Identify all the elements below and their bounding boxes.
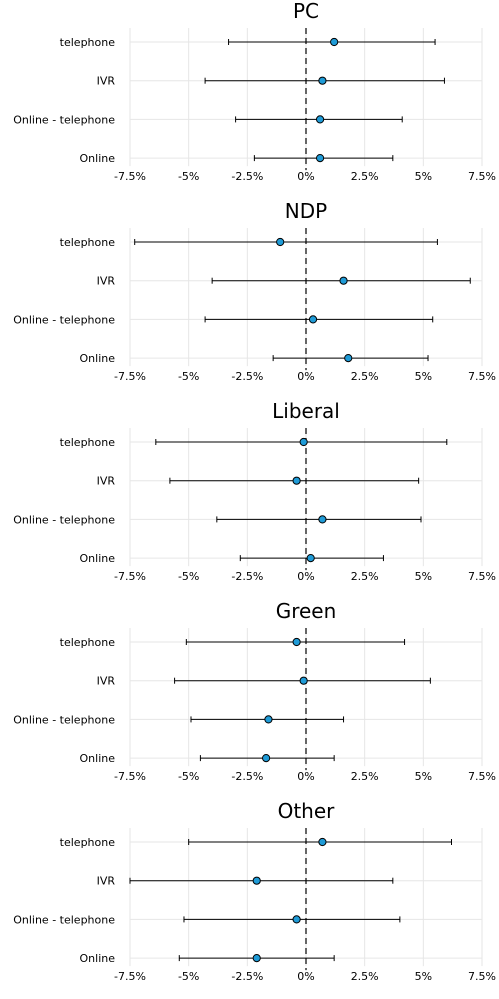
panel-ndp: NDP telephone IVR Online - telephone Online -… [13,199,496,383]
x-tick-label: -5% [178,170,199,183]
x-tick-label: 0% [297,970,314,983]
estimate-point [264,715,273,724]
y-tick-label: Online [80,952,116,965]
estimate-point [276,237,285,247]
y-tick-label: Online - telephone [13,313,115,326]
estimate-point [315,115,325,124]
panel-title: Green [276,599,337,623]
estimate-point [299,676,308,685]
estimate-point [252,876,261,885]
panel-liberal: Liberal telephone IVR Online - telephone Onl… [13,399,496,583]
y-tick-label: IVR [97,675,116,688]
x-tick-label: -5% [178,970,199,983]
estimate-point [344,354,353,363]
estimate-point [318,76,327,85]
y-tick-label: Online - telephone [13,113,115,126]
x-tick-label: 7.5% [468,170,496,183]
estimate-point [306,554,315,563]
panel-title: Liberal [272,399,340,423]
x-tick-label: -2.5% [231,570,263,583]
y-tick-label: Online - telephone [13,513,115,526]
x-tick-label: -7.5% [114,170,146,183]
y-tick-label: Online [80,552,116,565]
estimate-point [330,37,339,47]
y-tick-label: Online - telephone [13,713,115,726]
x-tick-label: 0% [297,770,314,783]
y-tick-label: IVR [97,875,116,888]
estimate-point [315,154,325,163]
panel-other: Other telephone IVR Online - telephone Onlin… [13,799,496,983]
y-tick-label: telephone [60,636,116,649]
x-tick-label: 5% [415,370,432,383]
x-tick-label: 0% [297,370,314,383]
x-tick-label: 7.5% [468,970,496,983]
y-tick-label: IVR [97,475,116,488]
x-tick-label: -7.5% [114,370,146,383]
estimate-point [292,476,301,485]
y-tick-label: Online [80,752,116,765]
y-tick-label: IVR [97,275,116,288]
x-tick-label: -7.5% [114,770,146,783]
x-tick-label: 2.5% [351,970,379,983]
x-tick-label: 5% [415,570,432,583]
y-tick-label: Online [80,152,116,165]
x-tick-label: -2.5% [231,370,263,383]
estimate-point [262,754,271,763]
x-tick-label: 7.5% [468,570,496,583]
y-tick-label: Online [80,352,116,365]
estimate-point [339,276,348,285]
y-tick-label: telephone [60,436,116,449]
panel-title: Other [278,799,336,823]
x-tick-label: 2.5% [351,570,379,583]
estimate-point [299,437,308,447]
panel-title: NDP [285,199,327,223]
x-tick-label: 2.5% [351,370,379,383]
x-tick-label: 7.5% [468,370,496,383]
y-tick-label: Online - telephone [13,913,115,926]
x-tick-label: 5% [415,770,432,783]
panel-title: PC [293,0,319,23]
y-tick-label: telephone [60,836,116,849]
x-tick-label: -5% [178,770,199,783]
y-tick-label: IVR [97,75,116,88]
x-tick-label: -5% [178,370,199,383]
panel-pc: PC telephone IVR Online - telephone Online -7… [13,0,496,183]
x-tick-label: -7.5% [114,970,146,983]
x-tick-label: 5% [415,970,432,983]
x-tick-label: -2.5% [231,970,263,983]
estimate-point [252,954,261,963]
x-tick-label: 0% [297,570,314,583]
y-tick-label: telephone [60,236,116,249]
x-tick-label: -7.5% [114,570,146,583]
estimate-point [292,915,301,924]
x-tick-label: -2.5% [231,170,263,183]
x-tick-label: -2.5% [231,770,263,783]
estimate-point [318,515,327,524]
panel-green: Green telephone IVR Online - telephone Onlin… [13,599,496,783]
x-tick-label: -5% [178,570,199,583]
x-tick-label: 7.5% [468,770,496,783]
x-tick-label: 2.5% [351,170,379,183]
estimate-point [292,637,301,647]
x-tick-label: 2.5% [351,770,379,783]
y-tick-label: telephone [60,36,116,49]
x-tick-label: 5% [415,170,432,183]
estimate-point [308,315,318,324]
estimate-point [318,837,327,847]
x-tick-label: 0% [297,170,314,183]
